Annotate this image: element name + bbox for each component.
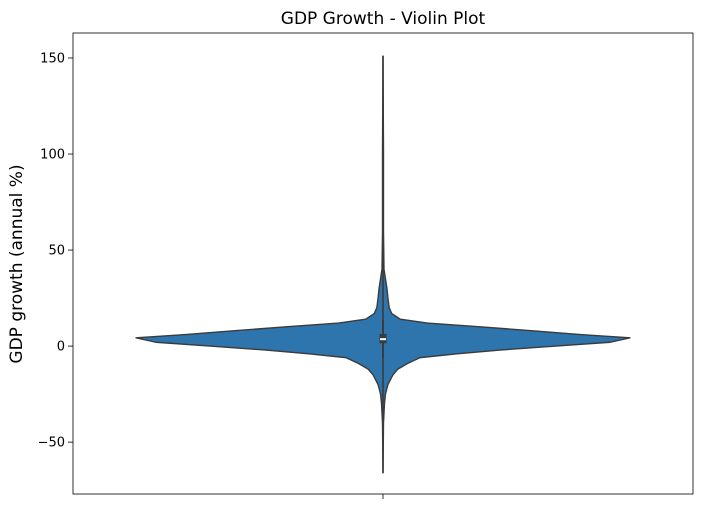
y-axis-label: GDP growth (annual %)	[7, 164, 27, 363]
y-tick-label: −50	[38, 436, 65, 451]
chart-title: GDP Growth - Violin Plot	[281, 9, 486, 29]
y-tick-label: 0	[57, 340, 65, 355]
plot-frame	[72, 32, 694, 495]
y-axis-ticks: −50 0 50 100 150	[38, 51, 73, 451]
y-tick-label: 150	[40, 51, 65, 66]
y-tick-label: 100	[40, 148, 65, 163]
violin-layer	[135, 55, 631, 474]
y-tick-label: 50	[48, 244, 65, 259]
